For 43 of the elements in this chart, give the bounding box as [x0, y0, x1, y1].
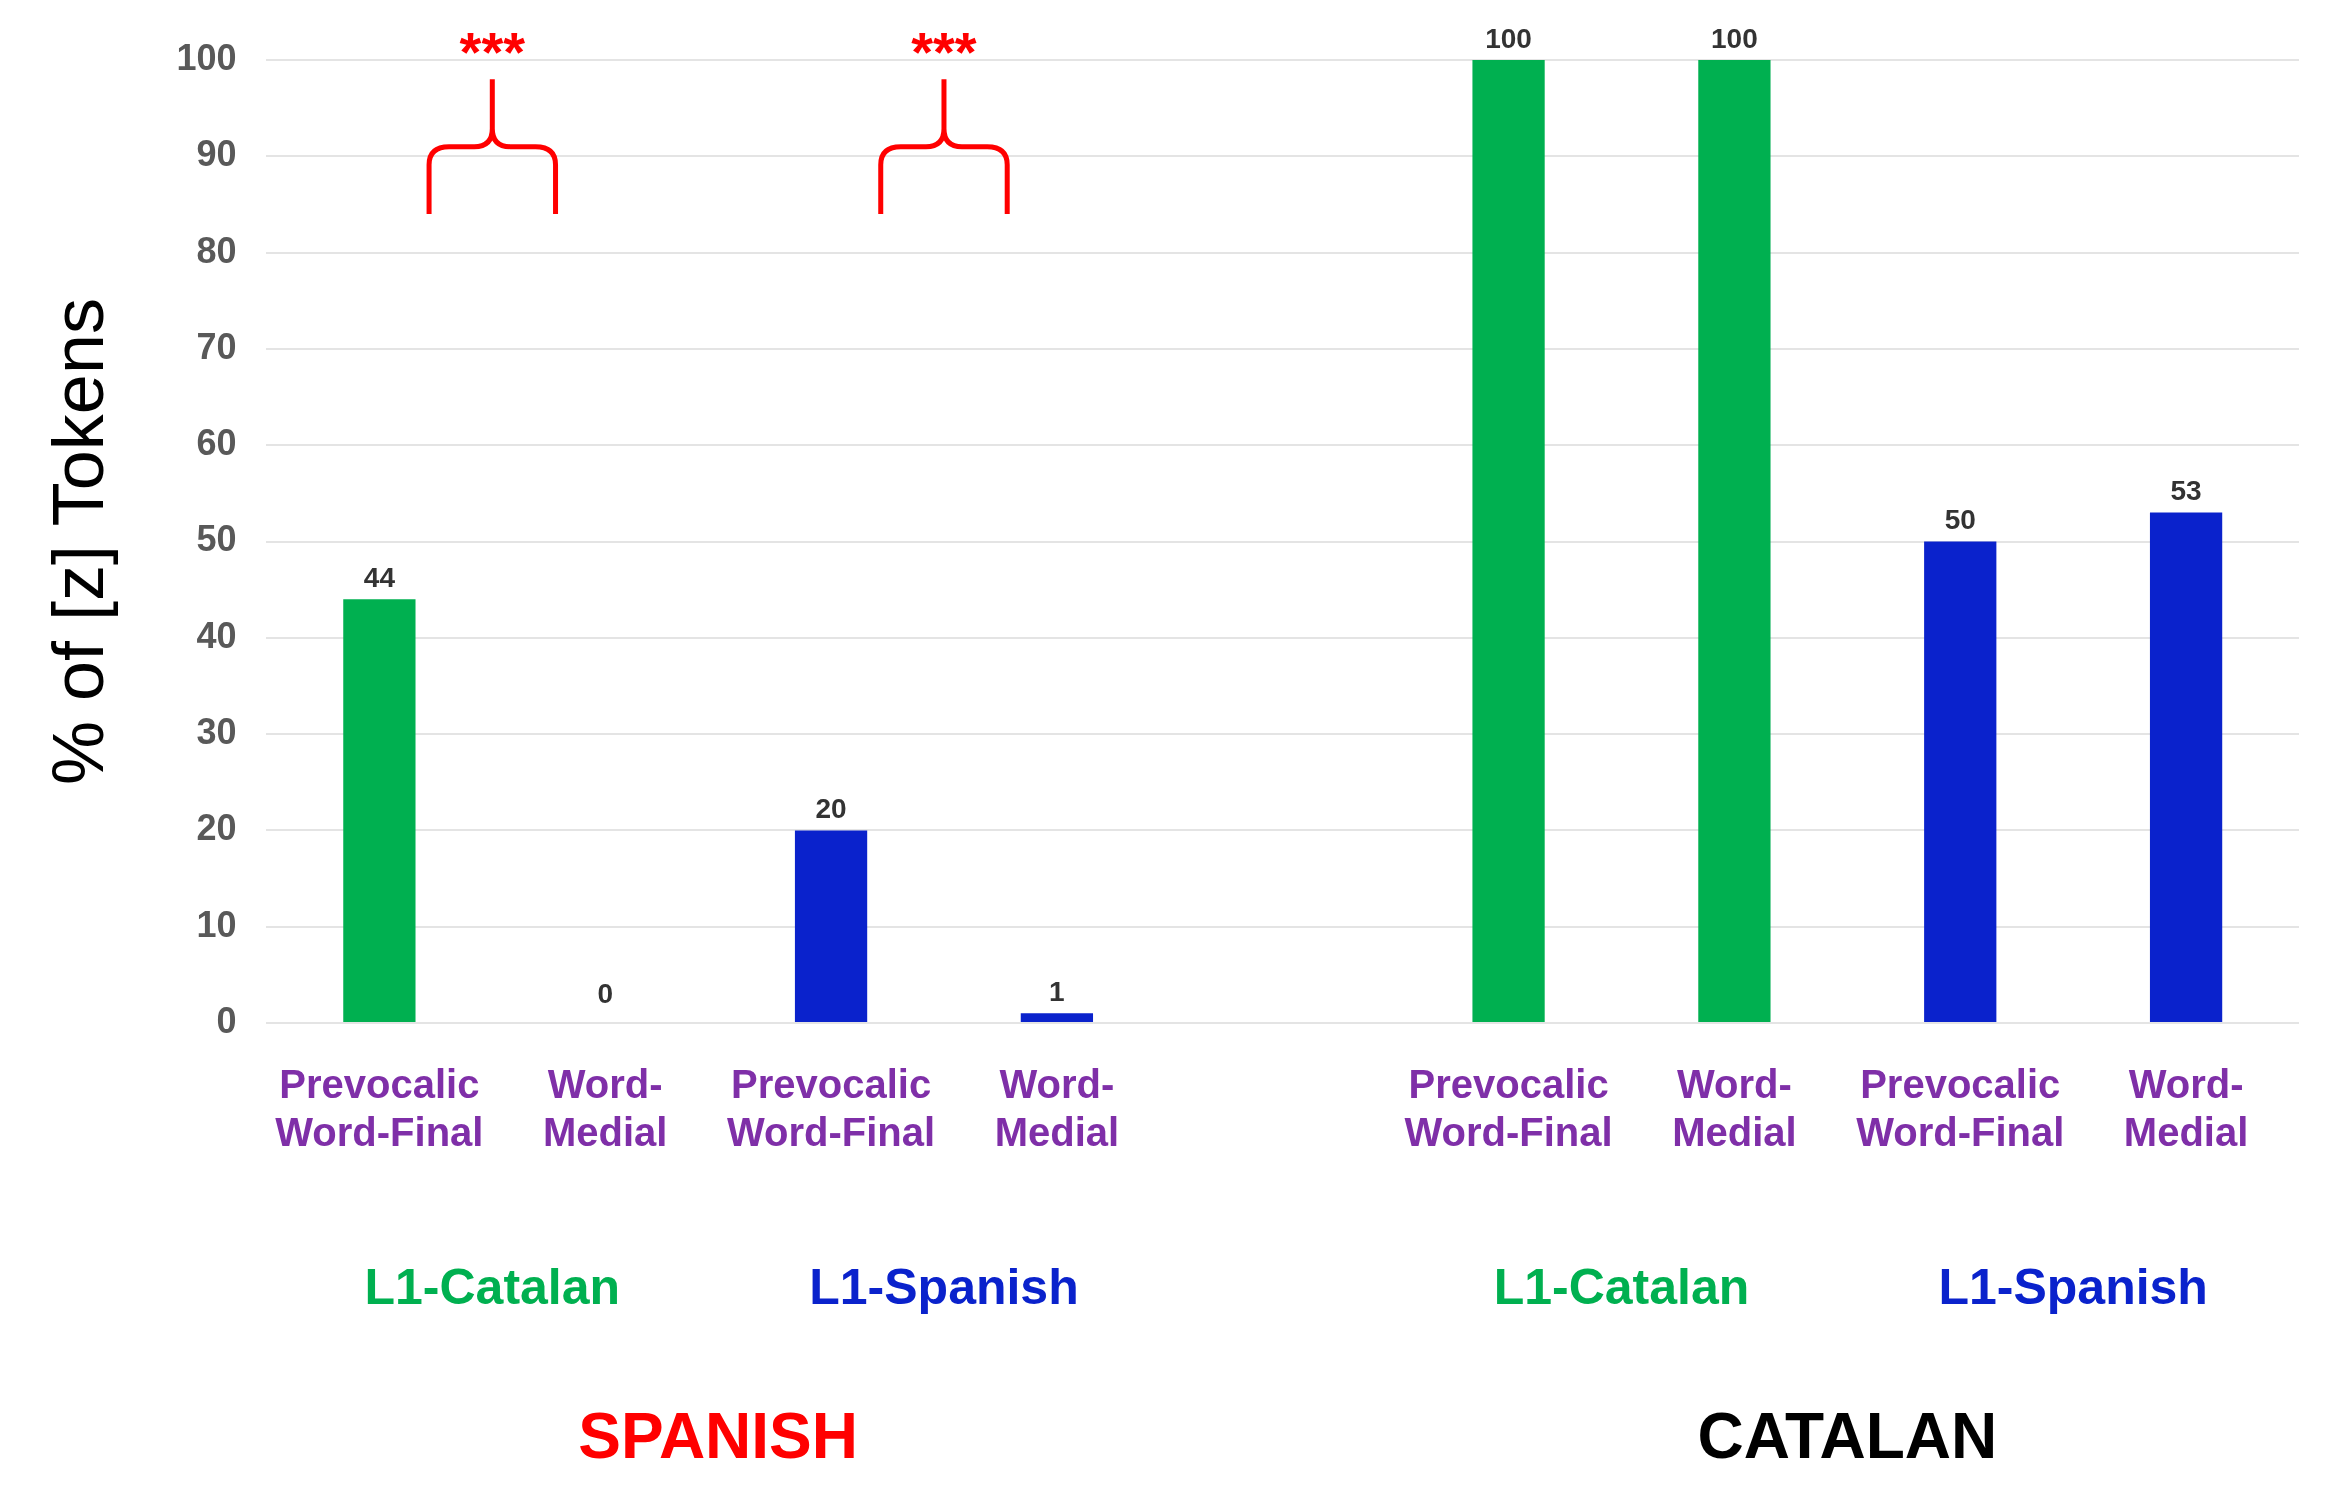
bar	[1698, 60, 1771, 1022]
bar	[794, 830, 868, 1022]
text: L1-Catalan	[1493, 1258, 1750, 1315]
text: L1-Spanish	[1938, 1258, 2208, 1315]
bar	[1472, 60, 1545, 1022]
annotation: ***	[911, 20, 977, 84]
y-tick-label: 10	[196, 903, 237, 945]
x-tick-label: Word- Medial	[2123, 1062, 2249, 1155]
data-label: 100	[1485, 22, 1532, 54]
bar	[1020, 1013, 1094, 1022]
y-tick-label: 20	[196, 807, 237, 849]
bar	[2149, 512, 2223, 1022]
data-label: 20	[815, 793, 847, 825]
x-tick-label: Prevocalic Word-Final	[275, 1062, 484, 1155]
x-tick-label: Word- Medial	[994, 1062, 1120, 1155]
y-tick-label: 30	[196, 711, 237, 753]
text: L1-Spanish	[809, 1258, 1079, 1315]
data-label: 44	[363, 562, 396, 593]
x-tick-label: Word- Medial	[1672, 1062, 1797, 1155]
y-tick-label: 80	[196, 229, 237, 271]
y-axis-title: % of [z] Tokens	[38, 298, 119, 785]
data-label: 1	[1049, 976, 1065, 1008]
y-tick-label: 70	[196, 325, 237, 367]
y-tick-label: 60	[196, 422, 237, 464]
text: L1-Catalan	[364, 1258, 621, 1315]
x-tick-label: Prevocalic Word-Final	[727, 1062, 936, 1155]
data-label: 0	[597, 977, 614, 1009]
text: CATALAN	[1697, 1399, 1998, 1472]
y-tick-label: 100	[176, 36, 237, 78]
data-label: 100	[1711, 22, 1758, 54]
bar	[1924, 541, 1997, 1022]
x-tick-label: Prevocalic Word-Final	[1404, 1062, 1613, 1155]
y-tick-label: 0	[216, 999, 237, 1041]
data-label: 50	[1944, 504, 1976, 536]
text: SPANISH	[578, 1399, 859, 1472]
bar	[343, 599, 416, 1022]
y-tick-label: 40	[196, 614, 237, 656]
y-tick-label: 90	[196, 133, 237, 175]
y-tick-label: 50	[196, 518, 237, 560]
annotation: ***	[459, 20, 526, 84]
x-tick-label: Word- Medial	[542, 1062, 668, 1155]
data-label: 53	[2170, 475, 2202, 507]
x-tick-label: Prevocalic Word-Final	[1856, 1062, 2065, 1155]
